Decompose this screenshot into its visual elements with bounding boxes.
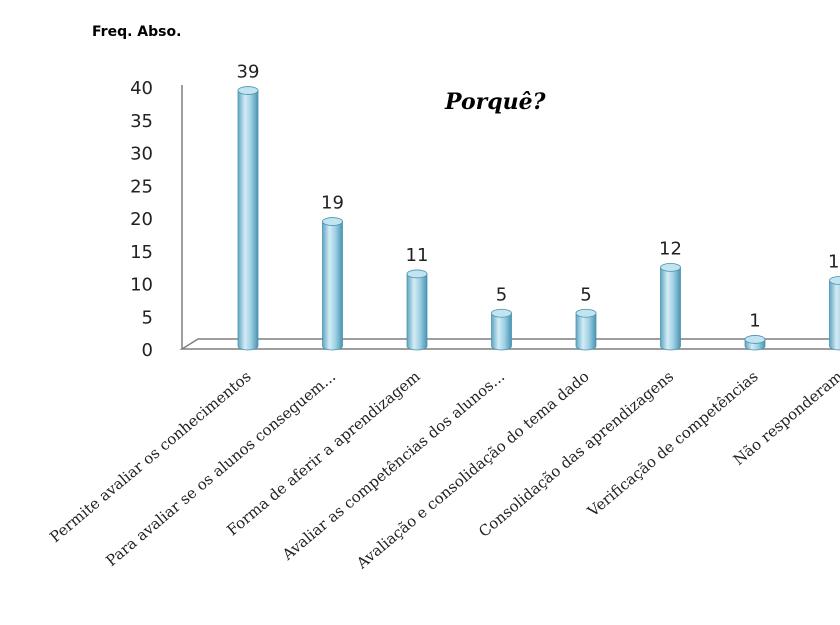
- bar-body: [829, 280, 840, 351]
- data-label: 12: [659, 238, 682, 259]
- data-label: 5: [580, 284, 591, 305]
- data-label: 39: [237, 62, 260, 83]
- bar: [829, 276, 840, 351]
- bar: [322, 217, 343, 351]
- bar-top: [491, 308, 512, 318]
- bar-top: [237, 86, 259, 95]
- bar: [744, 335, 766, 351]
- axes: [179, 85, 840, 350]
- y-tick-label: 25: [130, 176, 153, 197]
- y-tick-label: 30: [130, 144, 153, 165]
- y-axis-label: Freq. Abso.: [92, 24, 181, 40]
- bar-body: [322, 221, 343, 351]
- bar-top: [575, 308, 597, 318]
- data-label: 10: [828, 252, 840, 273]
- x-tick-label: Verificação de competências: [583, 367, 761, 521]
- y-tick-label: 10: [130, 275, 153, 296]
- y-tick-label: 5: [142, 307, 153, 328]
- bar-body: [660, 267, 681, 351]
- bar: [660, 262, 681, 351]
- bar: [237, 86, 259, 351]
- bar-body: [491, 312, 512, 351]
- bar-body: [237, 90, 259, 351]
- bar: [491, 308, 512, 351]
- y-tick-label: 20: [130, 209, 153, 230]
- y-tick-label: 0: [142, 340, 153, 361]
- y-tick-label: 40: [130, 78, 153, 99]
- data-label: 5: [496, 284, 507, 305]
- bar-body: [575, 312, 597, 351]
- y-tick-label: 15: [130, 242, 153, 263]
- bars: [237, 86, 840, 351]
- chart-title: Porquê?: [444, 89, 547, 115]
- data-label: 11: [406, 245, 429, 266]
- bar-top: [406, 269, 428, 279]
- y-tick-label: 35: [130, 111, 153, 132]
- bar-body: [406, 273, 428, 351]
- bar-top: [660, 262, 681, 272]
- bar-top: [322, 217, 343, 226]
- data-label: 1: [749, 310, 760, 331]
- bar: [406, 269, 428, 351]
- data-label: 19: [321, 193, 344, 214]
- bar: [575, 308, 597, 351]
- bar-top: [744, 335, 766, 344]
